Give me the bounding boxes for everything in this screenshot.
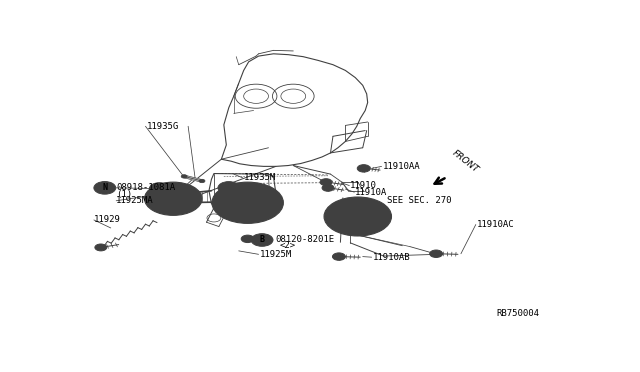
Text: 08918-1081A: 08918-1081A (116, 183, 175, 192)
Text: N: N (102, 183, 108, 192)
Circle shape (145, 182, 202, 215)
Circle shape (94, 182, 116, 194)
Circle shape (429, 250, 443, 257)
Text: SEE SEC. 270: SEE SEC. 270 (387, 196, 451, 205)
Circle shape (95, 244, 107, 251)
Circle shape (353, 214, 363, 219)
Circle shape (181, 175, 187, 178)
Circle shape (357, 165, 370, 172)
Circle shape (169, 196, 178, 201)
Circle shape (154, 186, 164, 191)
Circle shape (322, 185, 334, 191)
Circle shape (153, 193, 161, 198)
Circle shape (320, 179, 332, 186)
Text: 11910AC: 11910AC (477, 220, 515, 229)
Text: RB750004: RB750004 (497, 310, 540, 318)
Text: <2>: <2> (280, 241, 296, 250)
Circle shape (332, 253, 346, 260)
Circle shape (150, 183, 169, 194)
Circle shape (242, 200, 253, 206)
Text: 11935M: 11935M (244, 173, 276, 182)
Circle shape (324, 197, 392, 236)
Circle shape (222, 188, 273, 218)
Circle shape (218, 182, 240, 194)
Circle shape (348, 211, 368, 222)
Text: 11910AB: 11910AB (372, 253, 410, 262)
Text: 11929: 11929 (94, 215, 121, 224)
Text: 11910A: 11910A (355, 187, 388, 197)
Text: 11925MA: 11925MA (116, 196, 154, 205)
Circle shape (149, 191, 165, 201)
Text: 11935G: 11935G (147, 122, 179, 131)
Circle shape (223, 185, 235, 191)
Text: 11910: 11910 (350, 181, 377, 190)
Text: B: B (260, 235, 264, 244)
Circle shape (241, 235, 254, 243)
Text: (1): (1) (116, 190, 132, 199)
Text: FRONT: FRONT (451, 148, 481, 174)
Circle shape (152, 187, 194, 211)
Text: 11910AA: 11910AA (383, 162, 420, 171)
Circle shape (237, 196, 259, 209)
Circle shape (164, 193, 182, 204)
Text: 08120-8201E: 08120-8201E (275, 235, 334, 244)
Circle shape (199, 179, 205, 183)
Circle shape (251, 234, 273, 246)
Text: 11925M: 11925M (260, 250, 292, 259)
Circle shape (333, 202, 383, 231)
Circle shape (212, 182, 284, 223)
